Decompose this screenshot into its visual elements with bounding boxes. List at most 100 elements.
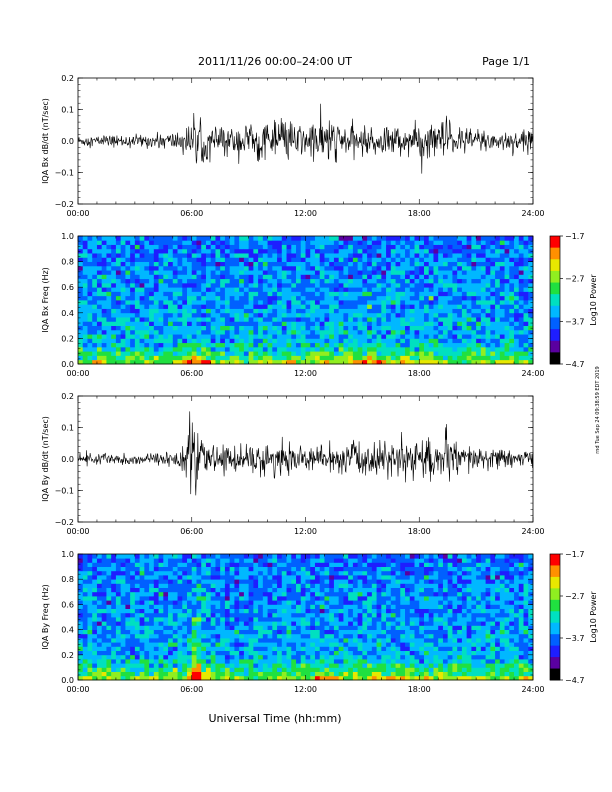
heat-cell (258, 317, 264, 322)
heat-cell (177, 338, 183, 344)
heat-cell (262, 663, 268, 668)
heat-cell (92, 579, 98, 584)
heat-cell (191, 579, 197, 584)
colorbar-swatch (550, 305, 560, 310)
heat-cell (490, 295, 496, 301)
heat-cell (158, 621, 164, 626)
heat-cell (329, 321, 335, 326)
heat-cell (196, 236, 202, 241)
heat-cell (324, 583, 330, 588)
heat-cell (352, 274, 359, 280)
heat-cell (239, 338, 245, 344)
heat-cell (78, 554, 84, 559)
heat-cell (182, 291, 188, 297)
heat-cell (149, 583, 155, 588)
heat-cell (305, 583, 311, 588)
heat-cell (120, 675, 126, 681)
heat-cell (253, 244, 259, 250)
heat-cell (376, 351, 382, 356)
heat-cell (442, 253, 449, 258)
heat-cell (395, 304, 401, 309)
heat-cell (177, 591, 183, 597)
heat-cell (163, 291, 169, 297)
heat-cell (314, 654, 321, 660)
heat-cell (220, 667, 226, 672)
heat-cell (196, 625, 202, 630)
heat-cell (224, 591, 231, 597)
heat-cell (153, 629, 159, 635)
heat-cell (281, 579, 287, 584)
heat-cell (258, 667, 264, 672)
heat-cell (300, 646, 306, 651)
colorbar-swatch (550, 268, 560, 272)
heat-cell (205, 638, 212, 643)
heat-cell (471, 244, 477, 250)
heat-cell (158, 295, 164, 301)
heat-cell (158, 300, 164, 305)
heat-cell (447, 291, 453, 297)
heat-cell (196, 325, 202, 331)
heat-cell (495, 278, 501, 284)
heat-cell (168, 270, 174, 275)
heat-cell (490, 304, 496, 309)
heat-cell (386, 304, 392, 309)
heat-cell (111, 240, 117, 245)
heat-cell (106, 600, 112, 605)
heat-cell (168, 591, 174, 597)
heat-cell (106, 671, 112, 677)
heat-cell (253, 317, 259, 322)
heat-cell (277, 671, 283, 677)
heat-cell (201, 633, 207, 639)
heat-cell (305, 261, 311, 267)
heat-cell (338, 604, 344, 609)
heat-cell (101, 583, 107, 588)
heat-cell (253, 236, 259, 241)
heat-cell (224, 325, 231, 331)
heat-cell (329, 351, 335, 356)
heat-cell (390, 325, 396, 331)
heat-cell (338, 278, 344, 284)
heat-cell (106, 265, 112, 271)
heat-cell (205, 295, 212, 301)
heat-cell (442, 308, 449, 314)
heat-cell (134, 257, 141, 262)
heat-cell (196, 638, 202, 643)
heat-cell (314, 240, 321, 245)
heat-cell (348, 236, 354, 241)
heat-cell (509, 244, 515, 250)
heat-cell (144, 566, 150, 572)
heat-cell (191, 261, 197, 267)
heat-cell (106, 663, 112, 668)
heat-cell (262, 558, 268, 563)
heat-cell (343, 642, 349, 647)
heat-cell (333, 558, 340, 563)
heat-cell (163, 604, 169, 609)
heat-cell (253, 554, 259, 559)
heat-cell (310, 612, 316, 618)
heat-cell (224, 566, 231, 572)
heat-cell (253, 291, 259, 297)
heat-cell (329, 671, 335, 677)
heat-cell (168, 587, 174, 593)
heat-cell (390, 287, 396, 292)
heat-cell (343, 317, 349, 322)
heat-cell (196, 629, 202, 635)
heat-cell (149, 240, 155, 245)
heat-cell (234, 558, 240, 563)
heat-cell (239, 236, 245, 241)
panel-bx-dbdt: 00:00 06:00 12:00 18:00 24:000.20.10.0−0.1−0… (41, 74, 545, 218)
heat-cell (291, 612, 297, 618)
heat-cell (447, 282, 453, 288)
heat-cell (504, 342, 510, 348)
heat-cell (224, 312, 231, 318)
heat-cell (348, 325, 354, 331)
heat-cell (433, 338, 439, 344)
heat-cell (201, 558, 207, 563)
heat-cell (433, 240, 439, 245)
heat-cell (239, 308, 245, 314)
heat-cell (442, 346, 449, 352)
heat-cell (272, 654, 278, 660)
heat-cell (428, 270, 434, 275)
heat-cell (438, 265, 444, 271)
